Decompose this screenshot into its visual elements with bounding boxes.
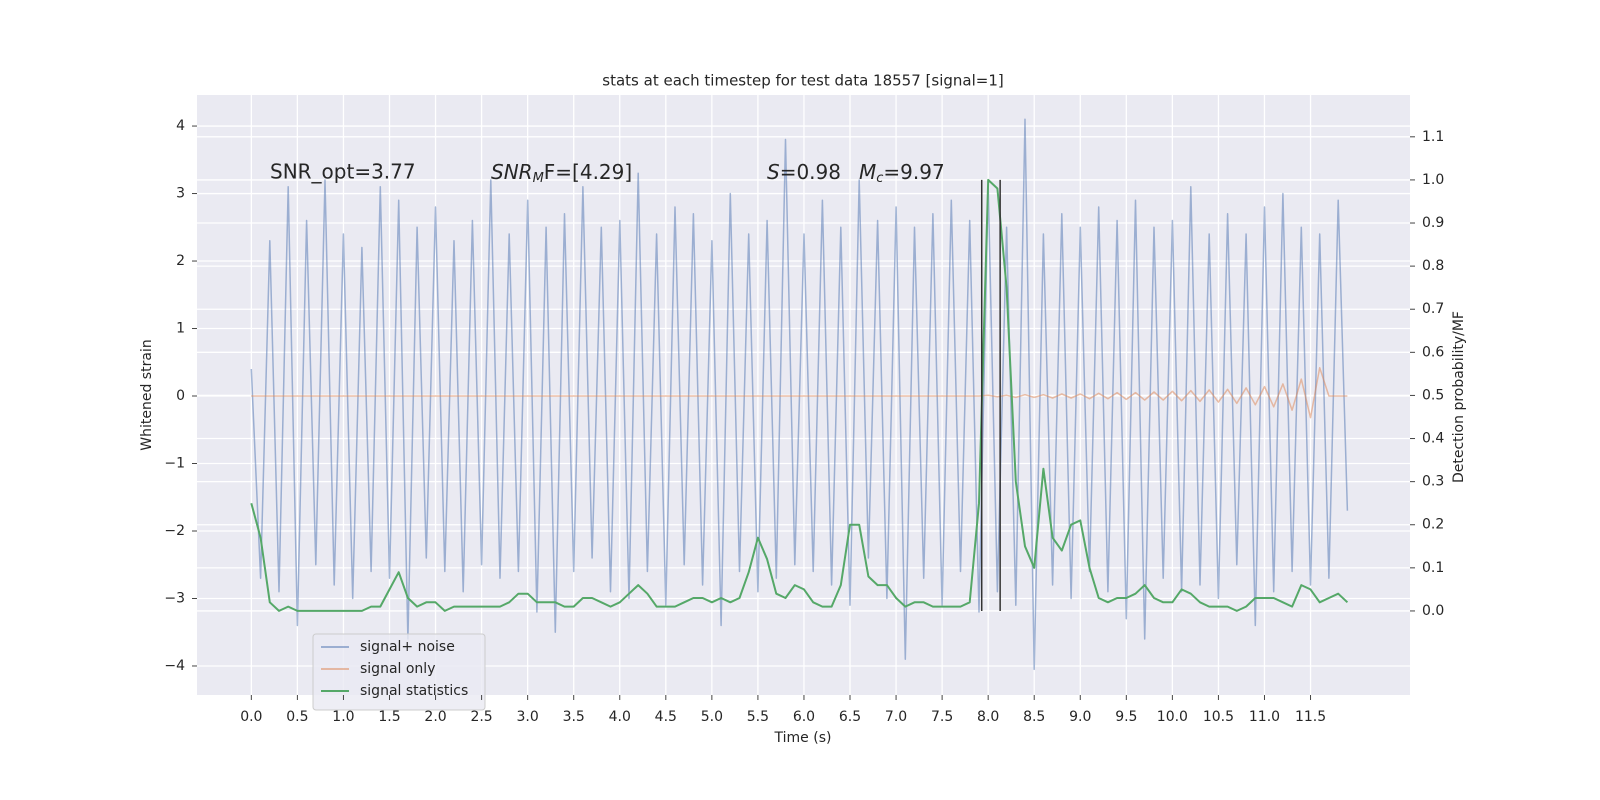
legend-box [312,633,486,711]
annotation-part: =0.98 [780,160,841,184]
y2-tick-label: 0.4 [1422,431,1444,447]
x-tick-label: 10.5 [1203,709,1234,725]
x-tick-label: 8.0 [977,709,999,725]
annotation: SNRMF=[4.29] [491,160,632,186]
y-tick-label: 0 [176,388,185,404]
x-tick-label: 9.0 [1069,709,1091,725]
y2-tick-label: 0.7 [1422,301,1444,317]
x-tick-label: 10.0 [1157,709,1188,725]
y2-tick-label: 0.1 [1422,560,1444,576]
y2-tick-label: 0.2 [1422,517,1444,533]
x-tick-label: 5.0 [701,709,723,725]
x-tick-label: 9.5 [1115,709,1137,725]
y-axis-label: Whitened strain [139,339,155,450]
chart-title: stats at each timestep for test data 185… [602,72,1003,90]
x-tick-label: 8.5 [1023,709,1045,725]
annotation: Mc=9.97 [859,160,945,186]
legend: signal+ noise signal only signal statistic… [312,633,486,711]
series-line [250,118,1349,671]
y-tick-label: −4 [164,658,185,674]
x-tick-label: 2.0 [424,709,446,725]
x-tick-label: 7.0 [885,709,907,725]
series-line [250,178,1349,612]
annotation-sub: M [533,171,544,186]
annotation-part: F=[4.29] [544,160,632,184]
x-tick-label: 11.5 [1295,709,1326,725]
y-tick-label: −1 [164,456,185,472]
y-tick-label: 4 [176,118,185,134]
x-tick-label: 3.0 [517,709,539,725]
x-tick-label: 7.5 [931,709,953,725]
x-tick-label: 1.5 [378,709,400,725]
y-tick-label: −3 [164,590,185,606]
annotation-part: M [859,160,876,184]
x-tick-label: 6.0 [793,709,815,725]
annotation-part: S [767,160,780,184]
x-tick-label: 0.0 [240,709,262,725]
y2-tick-label: 0.3 [1422,474,1444,490]
legend-label: signal statistics [360,683,468,699]
y2-tick-label: 0.0 [1422,603,1444,619]
legend-label: signal+ noise [360,639,455,655]
y2-tick-label: 0.8 [1422,258,1444,274]
x-tick-label: 0.5 [286,709,308,725]
y2-tick-label: 0.9 [1422,215,1444,231]
x-tick-label: 6.5 [839,709,861,725]
y-tick-label: 1 [176,321,185,337]
annotation: S=0.98 [767,160,841,184]
y2-tick-label: 1.0 [1422,172,1444,188]
annotation-part: =9.97 [883,160,944,184]
annotation-sub: c [876,171,883,186]
y-tick-label: 2 [176,253,185,269]
marks [250,118,1349,671]
x-tick-label: 1.0 [332,709,354,725]
series-line [251,366,1348,419]
annotation-part: SNR [491,160,533,184]
x-tick-label: 2.5 [470,709,492,725]
y2-axis-label: Detection probability/MF [1451,311,1467,483]
x-tick-label: 4.5 [655,709,677,725]
x-tick-label: 4.0 [609,709,631,725]
x-tick-label: 5.5 [747,709,769,725]
x-tick-label: 3.5 [563,709,585,725]
y2-tick-label: 1.1 [1422,129,1444,145]
x-axis-label: Time (s) [774,730,832,746]
y2-tick-label: 0.5 [1422,387,1444,403]
annotation: SNR_opt=3.77 [270,160,416,184]
y-tick-label: −2 [164,523,185,539]
y-tick-label: 3 [176,186,185,202]
x-tick-label: 11.0 [1249,709,1280,725]
legend-label: signal only [360,661,435,677]
y2-tick-label: 0.6 [1422,344,1444,360]
